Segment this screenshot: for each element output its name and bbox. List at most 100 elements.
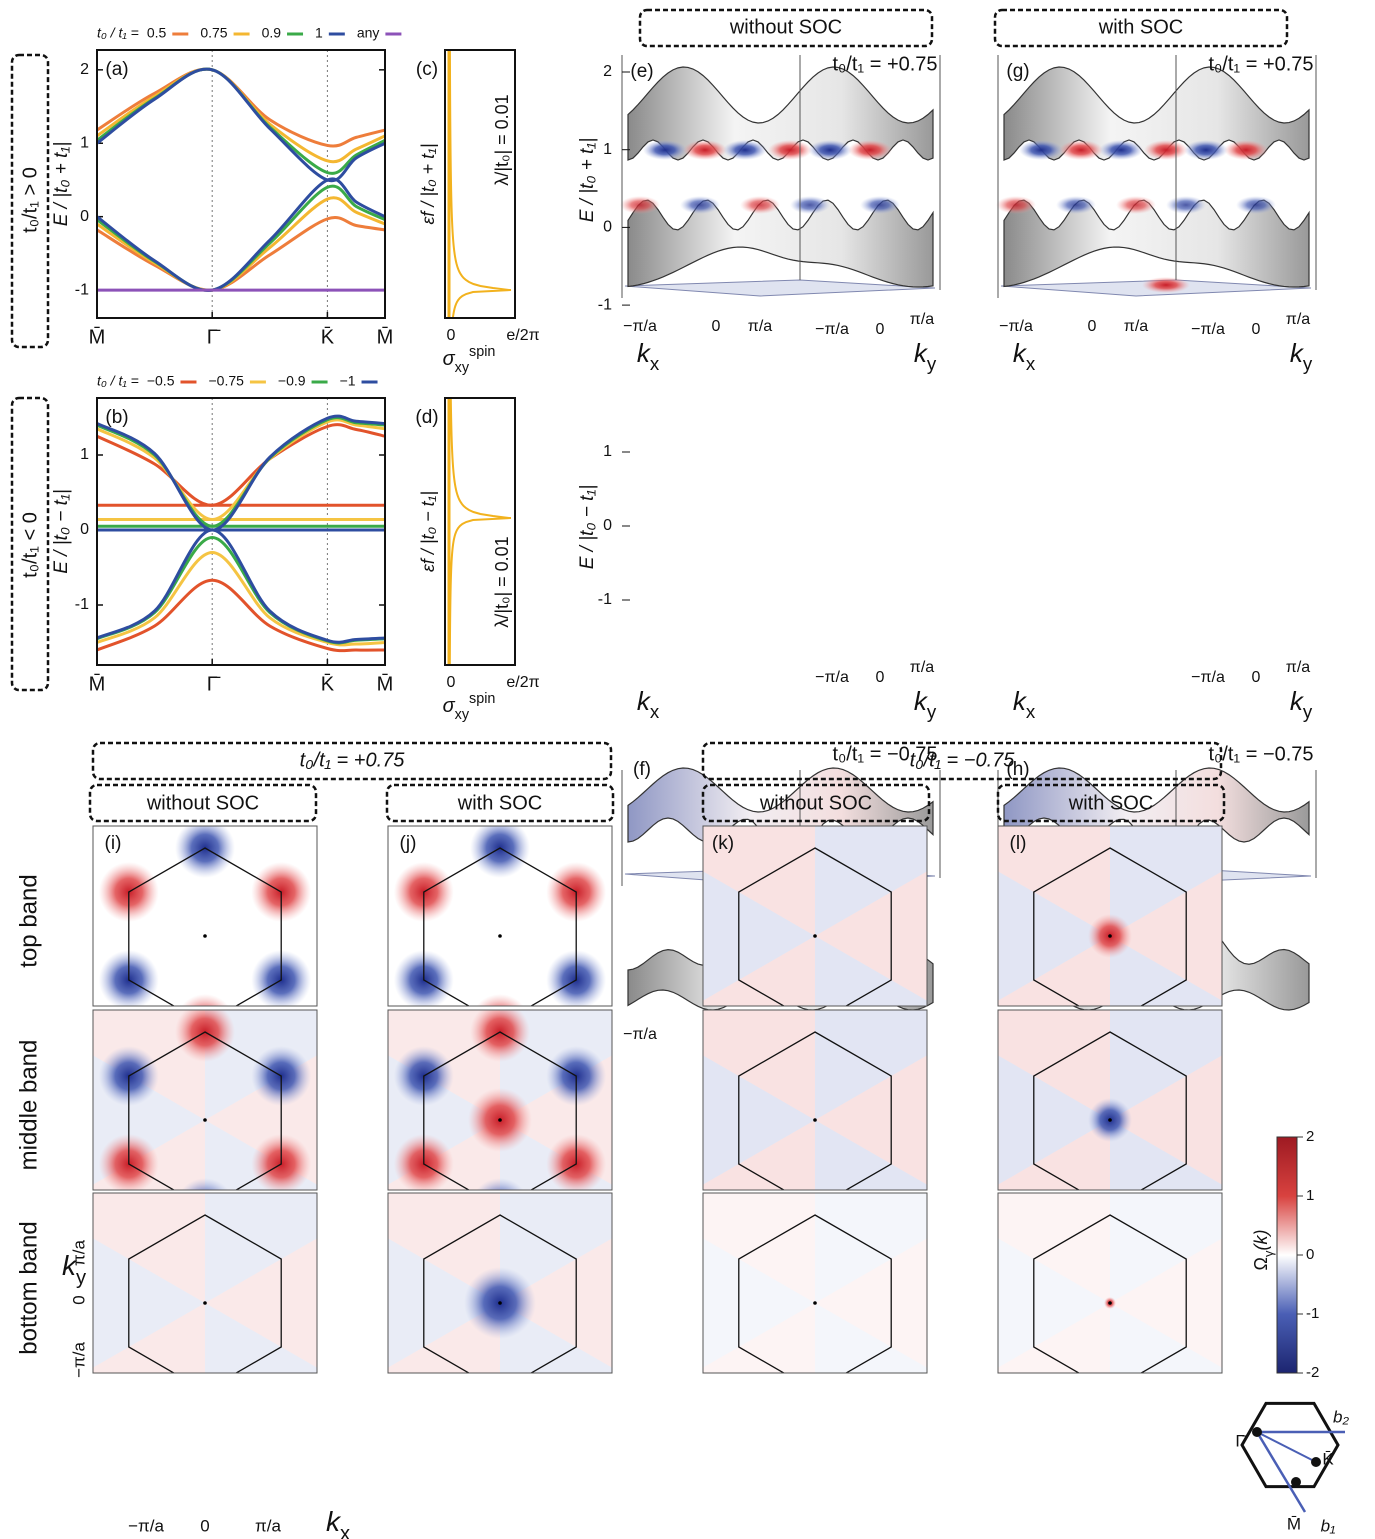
row-label: t₀/t₁ < 0 [19, 512, 41, 578]
x-tick-label: 0 [447, 674, 456, 691]
gamma-point [813, 934, 817, 938]
bz-point [1311, 1457, 1321, 1467]
annotation: λ/|t₀| = 0.01 [492, 94, 512, 185]
gamma-point [203, 934, 207, 938]
kx-label: kx [1013, 686, 1036, 723]
x-tick-label: M̄ [89, 672, 106, 695]
ky-label-part: y [1303, 353, 1313, 374]
z-tick-label: 1 [603, 141, 612, 158]
x-tick-label: Γ̄ [207, 673, 221, 695]
ky-tick-label: −π/a [1191, 321, 1225, 338]
kx-label: kx [637, 686, 660, 723]
kx-tick-label: 0 [712, 318, 721, 335]
row-label: t₀/t₁ > 0 [19, 167, 41, 233]
colorbar-label-part: Ω [1251, 1257, 1271, 1270]
x-axis-label: σxyspin [443, 344, 496, 376]
group-header: t₀/t₁ = −0.75 [910, 749, 1016, 771]
colorbar-tick-label: -2 [1306, 1364, 1319, 1381]
surface-spot [1099, 140, 1143, 160]
kx-label: kx [1013, 338, 1036, 375]
ky-label-part: y [76, 1267, 87, 1289]
y-axis-label: εf / |t₀ + t₁| [418, 143, 438, 224]
gamma-point [498, 1118, 502, 1122]
row-label: bottom band [15, 1221, 42, 1354]
x-tick-label: K̄ [321, 672, 335, 695]
column-header: without SOC [759, 792, 872, 814]
y-tick-label: 0 [80, 208, 89, 225]
kx-label: kx [326, 1506, 350, 1539]
y-axis-label: εf / |t₀ − t₁| [418, 491, 438, 572]
surface-spot [768, 140, 812, 160]
gamma-point [813, 1118, 817, 1122]
ky-label: ky [1290, 686, 1313, 723]
bz-point [1291, 1477, 1301, 1487]
panel-label: (j) [400, 833, 417, 854]
surface-spot [723, 140, 767, 160]
ratio-label: t₀/t₁ = +0.75 [1208, 53, 1313, 75]
colorbar [1277, 1137, 1297, 1373]
surface-spot [848, 140, 892, 160]
bz-hexagon [1242, 1403, 1338, 1486]
panel-label: (b) [105, 407, 128, 428]
ky-label: ky [1290, 338, 1313, 375]
ky-tick-label: 0 [876, 669, 885, 686]
ky-tick-label: 0 [876, 321, 885, 338]
y-tick-label: 0 [69, 1295, 88, 1304]
z-tick-label: 0 [603, 517, 612, 534]
gamma-point [813, 1301, 817, 1305]
panel-label: (d) [415, 407, 438, 428]
column-header: without SOC [729, 16, 842, 38]
panel-label: (a) [105, 59, 128, 80]
x-axis-label-part: σ [443, 348, 456, 370]
wedge [1110, 1303, 1370, 1539]
gamma-point [203, 1301, 207, 1305]
legend-label: −0.5 [147, 373, 175, 389]
x-axis-label-part: spin [469, 344, 495, 360]
y-axis-label: E / |t₀ − t₁| [577, 485, 598, 570]
band-line [97, 69, 385, 162]
x-tick-label: K̄ [321, 325, 335, 348]
y-axis-label: E / |t₀ + t₁| [577, 138, 598, 223]
surface-spot [996, 196, 1036, 214]
x-tick-label: M̄ [89, 325, 106, 348]
ky-tick-label: π/a [1286, 311, 1310, 328]
group-header: t₀/t₁ = +0.75 [300, 749, 406, 771]
legend-label: 0.75 [200, 25, 227, 41]
surface-plot [620, 55, 940, 298]
colorbar-label: Ωγ(k) [1251, 1230, 1276, 1271]
colorbar-tick-label: 2 [1306, 1128, 1314, 1145]
kx-tick-label: −π/a [999, 318, 1033, 335]
ky-tick-label: −π/a [1191, 669, 1225, 686]
ky-label-part: y [927, 353, 937, 374]
surface-spot [1166, 196, 1206, 214]
panel-label: (l) [1010, 833, 1027, 854]
surface-spot [1056, 196, 1096, 214]
surface-spot [1019, 140, 1063, 160]
panel-label: (g) [1006, 61, 1029, 82]
panel-label: (i) [105, 833, 122, 854]
y-tick-label: 0 [80, 521, 89, 538]
surface-spot [1144, 140, 1188, 160]
x-axis-label: σxyspin [443, 691, 496, 723]
ky-label: ky [914, 686, 937, 723]
surface-spot [1059, 140, 1103, 160]
ky-tick-label: −π/a [815, 321, 849, 338]
annotation: λ/|t₀| = 0.01 [492, 536, 512, 627]
x-axis-label-part: σ [443, 695, 456, 717]
surface-spot [740, 196, 780, 214]
panel-label: (f) [633, 759, 651, 780]
legend-label: −1 [340, 373, 356, 389]
surface-spot [1224, 140, 1268, 160]
panel-label: (e) [630, 61, 653, 82]
x-tick-label: 0 [200, 1516, 209, 1535]
x-tick-label: M̄ [377, 325, 394, 348]
kx-label-part: x [1026, 353, 1036, 374]
x-tick-label: e/2π [506, 327, 539, 344]
surface-plot [996, 55, 1316, 298]
band-line [97, 580, 385, 650]
gamma-point [203, 1118, 207, 1122]
surface-spot [808, 140, 852, 160]
ky-tick-label: π/a [1286, 659, 1310, 676]
y-tick-label: -1 [75, 596, 89, 613]
x-tick-label: e/2π [506, 674, 539, 691]
